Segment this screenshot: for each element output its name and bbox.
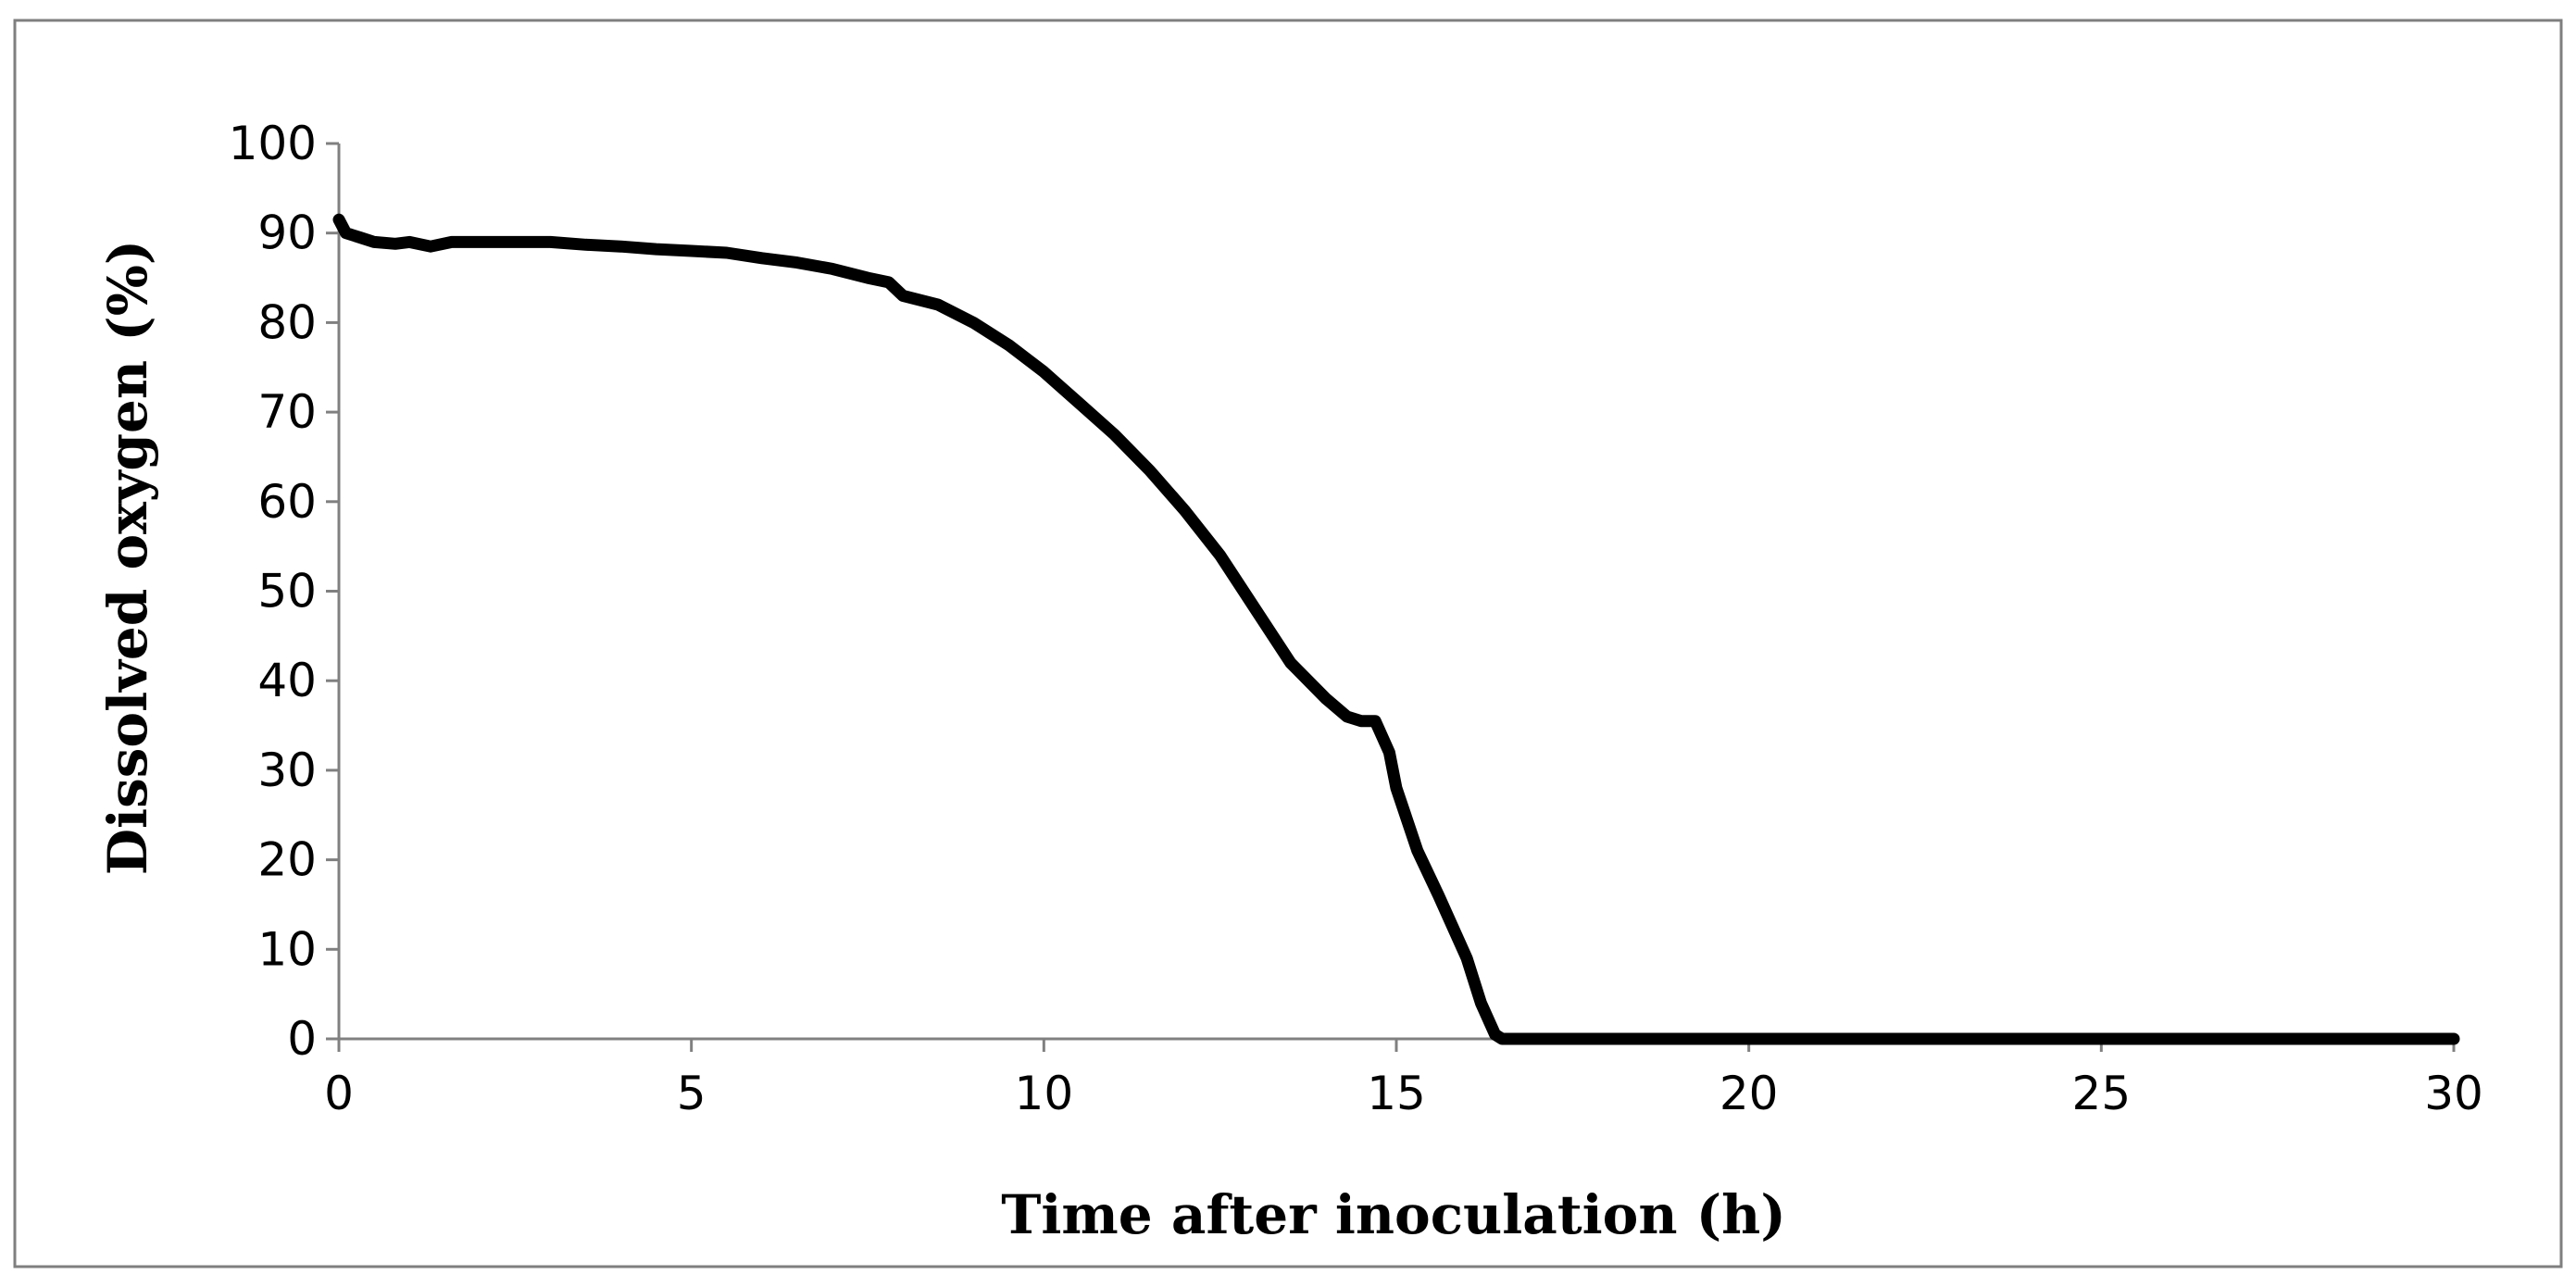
y-tick-label: 50	[257, 565, 317, 619]
y-tick-label: 10	[257, 922, 317, 976]
plot-area: 0 10 20 30 40 50 60 70 80 90 100 0 5 10 15 20 25 30	[229, 117, 2483, 1120]
y-tick-label: 100	[229, 117, 317, 170]
dissolved-oxygen-series-line	[332, 213, 2460, 1045]
y-tick-label: 30	[257, 743, 317, 797]
series-layer	[332, 213, 2460, 1045]
y-axis-title: Dissolved oxygen (%)	[96, 240, 159, 875]
y-tick-label: 60	[257, 475, 317, 529]
y-ticks: 0 10 20 30 40 50 60 70 80 90 100	[229, 117, 339, 1066]
x-tick-label: 20	[1719, 1067, 1779, 1120]
y-tick-label: 40	[257, 654, 317, 707]
x-ticks: 0 5 10 15 20 25 30	[324, 1039, 2483, 1120]
x-tick-label: 5	[677, 1067, 707, 1120]
x-tick-label: 10	[1015, 1067, 1074, 1120]
x-axis-title: Time after inoculation (h)	[1001, 1183, 1786, 1246]
x-tick-label: 30	[2424, 1067, 2483, 1120]
y-tick-label: 0	[287, 1012, 317, 1066]
x-tick-label: 0	[324, 1067, 354, 1120]
y-tick-label: 90	[257, 206, 317, 260]
y-tick-label: 70	[257, 385, 317, 439]
x-tick-label: 25	[2072, 1067, 2132, 1120]
x-tick-label: 15	[1367, 1067, 1426, 1120]
chart-border	[13, 19, 2563, 1268]
y-tick-label: 80	[257, 295, 317, 349]
y-tick-label: 20	[257, 833, 317, 887]
